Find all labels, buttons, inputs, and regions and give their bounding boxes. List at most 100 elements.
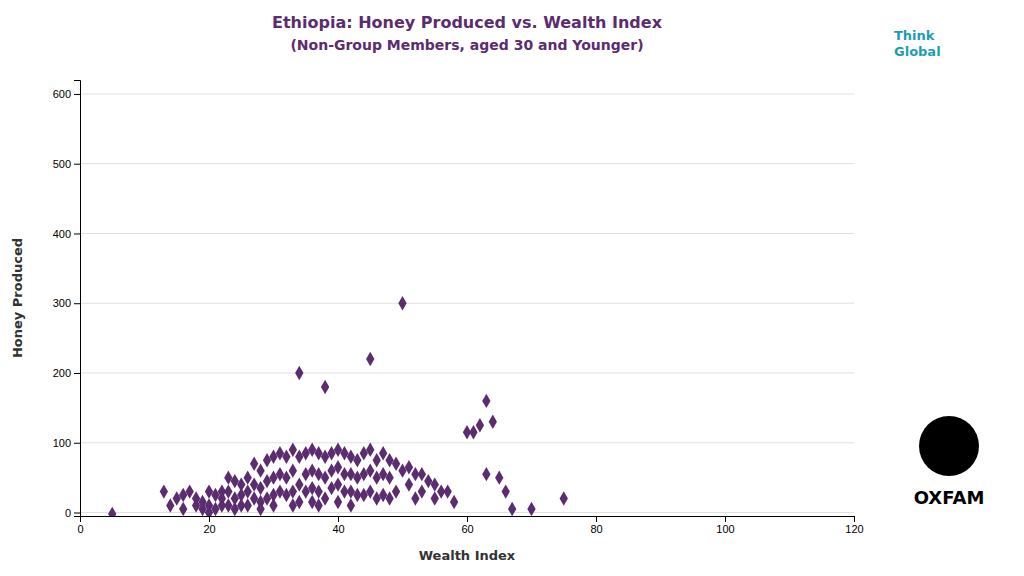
point — [224, 498, 232, 512]
point — [218, 491, 226, 505]
point — [314, 467, 322, 481]
point — [321, 380, 329, 394]
point — [256, 502, 264, 516]
point — [476, 418, 484, 432]
x-axis: 020406080100120 — [77, 516, 863, 535]
point — [489, 415, 497, 429]
point — [205, 484, 213, 498]
point — [495, 470, 503, 484]
point — [308, 443, 316, 457]
point — [276, 467, 284, 481]
point — [256, 481, 264, 495]
point — [482, 394, 490, 408]
point — [289, 463, 297, 477]
point — [379, 467, 387, 481]
point — [263, 474, 271, 488]
point — [250, 477, 258, 491]
tick-mark — [725, 516, 726, 522]
point — [469, 425, 477, 439]
point — [373, 470, 381, 484]
point — [308, 463, 316, 477]
tick-mark — [74, 94, 80, 95]
point — [508, 502, 516, 516]
tick-mark — [209, 516, 210, 522]
tick: 100 — [716, 516, 734, 535]
point — [244, 484, 252, 498]
point — [160, 484, 168, 498]
point — [327, 463, 335, 477]
point — [321, 491, 329, 505]
point — [263, 453, 271, 467]
point — [179, 488, 187, 502]
tick-mark — [854, 516, 855, 522]
point — [366, 352, 374, 366]
point — [385, 470, 393, 484]
point — [205, 505, 213, 516]
point — [366, 443, 374, 457]
point — [418, 484, 426, 498]
tick-label: 0 — [65, 507, 71, 519]
point — [327, 481, 335, 495]
point — [411, 491, 419, 505]
tick: 600 — [53, 88, 80, 100]
tick-mark — [74, 513, 80, 514]
point — [179, 502, 187, 516]
point — [282, 470, 290, 484]
point — [282, 488, 290, 502]
point — [443, 484, 451, 498]
tick-label: 20 — [203, 523, 215, 535]
point — [347, 484, 355, 498]
point — [450, 495, 458, 509]
point — [424, 474, 432, 488]
point — [250, 456, 258, 470]
point — [334, 443, 342, 457]
tick-label: 100 — [716, 523, 734, 535]
point — [379, 488, 387, 502]
point — [295, 449, 303, 463]
grid-line — [80, 233, 854, 234]
point — [295, 477, 303, 491]
point — [398, 463, 406, 477]
point — [502, 484, 510, 498]
point — [192, 491, 200, 505]
point — [353, 470, 361, 484]
point — [289, 484, 297, 498]
point — [379, 446, 387, 460]
point — [373, 491, 381, 505]
plot-area: 0204060801001200100200300400500600 — [53, 81, 864, 535]
tick: 500 — [53, 158, 80, 170]
tick-mark — [338, 516, 339, 522]
point — [308, 495, 316, 509]
point — [173, 491, 181, 505]
point — [360, 467, 368, 481]
point — [340, 446, 348, 460]
point — [269, 470, 277, 484]
point — [334, 495, 342, 509]
tick-label: 120 — [845, 523, 863, 535]
tick: 120 — [845, 516, 863, 535]
tick-label: 400 — [53, 227, 71, 239]
tick: 0 — [65, 507, 80, 519]
point — [327, 446, 335, 460]
point — [392, 456, 400, 470]
grid-line — [80, 93, 854, 94]
point — [482, 467, 490, 481]
grid-line — [80, 163, 854, 164]
subtitle: (Non-Group Members, aged 30 and Younger) — [290, 37, 643, 53]
tick: 80 — [590, 516, 602, 535]
point — [314, 484, 322, 498]
tick: 60 — [461, 516, 473, 535]
point — [321, 449, 329, 463]
tick: 0 — [77, 516, 83, 535]
tick: 20 — [203, 516, 215, 535]
point — [276, 446, 284, 460]
point — [263, 491, 271, 505]
point — [224, 484, 232, 498]
y-axis-title: Honey Produced — [10, 238, 25, 358]
tick-mark — [467, 516, 468, 522]
point — [560, 491, 568, 505]
point — [431, 491, 439, 505]
point — [108, 507, 116, 516]
point — [347, 449, 355, 463]
point — [314, 446, 322, 460]
